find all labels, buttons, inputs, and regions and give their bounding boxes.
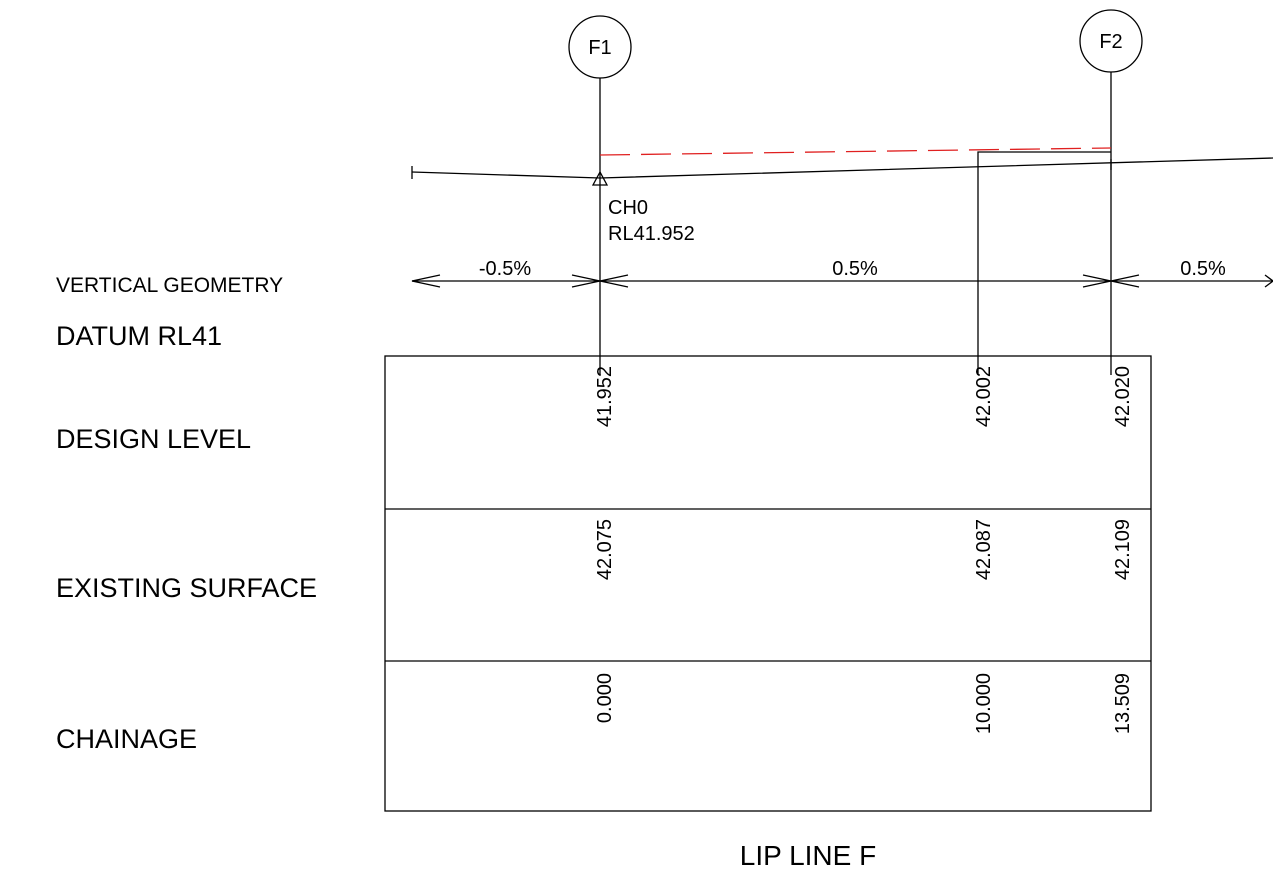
drawing-title: LIP LINE F: [740, 840, 876, 871]
grade-label-2: 0.5%: [832, 258, 878, 280]
arrow-f2-right: [1110, 274, 1140, 288]
arrow-f1-right: [599, 274, 629, 288]
existing-surface-value-1: 42.075: [594, 519, 616, 580]
design-level-value-3: 42.020: [1112, 366, 1134, 427]
data-table: [384, 355, 1152, 812]
start-chainage-text: CH0: [608, 197, 648, 219]
arrow-left-start: [411, 274, 441, 288]
chainage-value-1: 0.000: [594, 673, 616, 723]
existing-surface-value-2: 42.087: [973, 519, 995, 580]
start-point-marker: [591, 170, 609, 186]
design-level-label: DESIGN LEVEL: [56, 424, 251, 454]
grade-dimension: -0.5% 0.5% 0.5%: [411, 258, 1273, 288]
data-table-border: [384, 355, 1152, 812]
design-level-value-1: 41.952: [594, 366, 616, 427]
arrow-right-end: [1264, 274, 1273, 288]
marker-f1-label: F1: [588, 37, 611, 59]
chainage-value-2: 10.000: [973, 673, 995, 734]
design-level-value-2: 42.002: [973, 366, 995, 427]
start-rl-text: RL41.952: [608, 223, 695, 245]
station-line-ch10: [977, 151, 1111, 375]
marker-f2-label: F2: [1099, 31, 1122, 53]
chainage-label: CHAINAGE: [56, 724, 197, 754]
existing-surface-label: EXISTING SURFACE: [56, 573, 317, 603]
marker-f2: F2: [1079, 9, 1143, 73]
existing-surface-line: [411, 157, 1273, 179]
grade-label-1: -0.5%: [479, 258, 531, 280]
existing-surface-value-3: 42.109: [1112, 519, 1134, 580]
chainage-value-3: 13.509: [1112, 673, 1134, 734]
vertical-geometry-label: VERTICAL GEOMETRY: [56, 274, 283, 297]
design-grade-line: [599, 147, 1112, 156]
grade-label-3: 0.5%: [1180, 258, 1226, 280]
datum-label: DATUM RL41: [56, 321, 222, 351]
marker-f1: F1: [568, 15, 632, 79]
